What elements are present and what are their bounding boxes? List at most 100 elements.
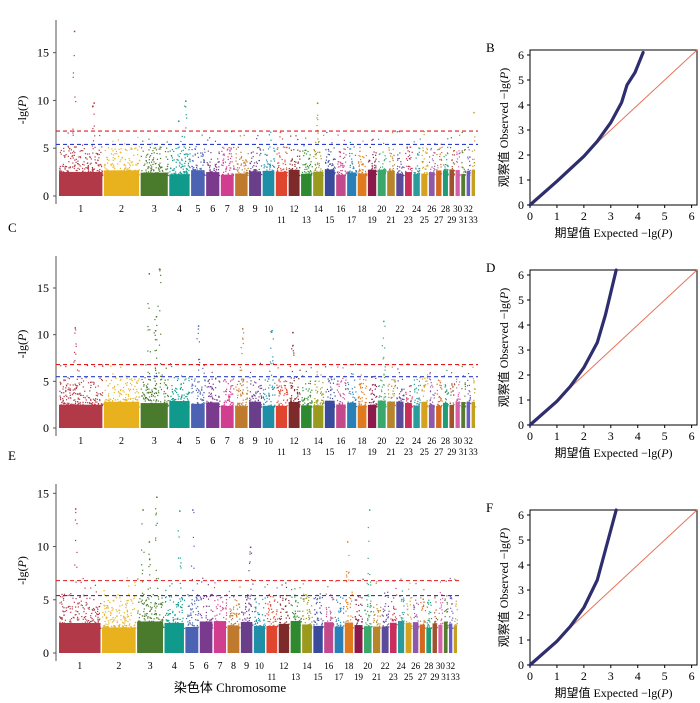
snp-point — [144, 163, 146, 165]
snp-point — [298, 406, 300, 408]
snp-point — [391, 379, 393, 381]
chr-label-11: 11 — [277, 215, 286, 225]
snp-point — [351, 401, 353, 404]
snp-point — [190, 627, 192, 630]
snp-point — [124, 399, 126, 401]
snp-point — [315, 167, 318, 169]
snp-point — [401, 167, 403, 169]
snp-point — [173, 399, 175, 401]
snp-point — [309, 165, 311, 167]
snp-point — [421, 390, 423, 392]
snp-point — [82, 150, 84, 152]
snp-point — [469, 403, 471, 405]
snp-point — [62, 163, 64, 165]
snp-point — [102, 364, 104, 366]
snp-point — [161, 169, 163, 172]
snp-point — [156, 624, 158, 626]
snp-point — [293, 379, 295, 382]
snp-point — [469, 169, 471, 172]
snp-point — [423, 386, 425, 388]
snp-point — [102, 627, 104, 630]
snp-point — [302, 405, 305, 407]
snp-point — [116, 620, 118, 622]
snp-point — [351, 391, 354, 393]
snp-point — [327, 161, 329, 163]
snp-point — [354, 379, 356, 381]
snp-point — [173, 626, 175, 628]
snp-point — [65, 366, 67, 368]
snp-point — [269, 370, 271, 372]
snp-point — [210, 152, 212, 154]
snp-point — [125, 393, 127, 395]
snp-point — [373, 151, 375, 153]
snp-point — [161, 626, 163, 628]
snp-point — [165, 614, 167, 616]
snp-point — [211, 171, 214, 173]
snp-point — [187, 614, 189, 616]
snp-point — [464, 148, 466, 151]
snp-point — [355, 398, 357, 401]
snp-point — [216, 627, 219, 629]
snp-point — [210, 392, 212, 394]
snp-point — [151, 402, 153, 404]
snp-point — [467, 172, 469, 174]
snp-point — [78, 393, 80, 395]
snp-point — [270, 347, 272, 349]
snp-point — [159, 153, 161, 155]
snp-point — [209, 165, 211, 167]
snp-point — [450, 406, 452, 408]
snp-point — [199, 393, 202, 395]
snp-point — [67, 625, 69, 627]
snp-point — [322, 174, 324, 177]
snp-point — [446, 369, 448, 372]
snp-point — [299, 405, 301, 407]
snp-point — [303, 155, 305, 157]
snp-point — [311, 401, 313, 403]
snp-point — [292, 350, 294, 352]
snp-point — [403, 395, 405, 397]
snp-point — [76, 616, 79, 618]
snp-point — [184, 404, 186, 406]
snp-point — [344, 174, 346, 177]
snp-point — [354, 406, 356, 408]
snp-point — [63, 402, 66, 404]
snp-point — [184, 165, 186, 167]
snp-point — [421, 173, 423, 175]
snp-point — [302, 390, 304, 392]
snp-point — [326, 405, 329, 407]
snp-point — [294, 163, 296, 166]
snp-point — [104, 608, 106, 610]
snp-point — [138, 601, 140, 603]
snp-point — [221, 174, 224, 176]
snp-point — [304, 152, 306, 154]
snp-point — [165, 596, 167, 598]
snp-point — [87, 622, 89, 624]
peak-point — [93, 102, 95, 104]
snp-point — [347, 403, 350, 405]
chr-block-10 — [262, 405, 275, 428]
snp-point — [228, 174, 231, 176]
snp-point — [126, 384, 128, 386]
snp-point — [289, 397, 291, 400]
snp-point — [63, 614, 65, 617]
snp-point — [364, 405, 366, 407]
snp-point — [277, 390, 280, 392]
snp-point — [355, 170, 358, 172]
snp-point — [393, 401, 395, 403]
snp-point — [150, 171, 152, 173]
snp-point — [169, 400, 171, 402]
snp-point — [459, 174, 461, 176]
snp-point — [278, 403, 280, 405]
snp-point — [398, 393, 401, 395]
snp-point — [419, 399, 421, 401]
snp-point — [210, 385, 212, 388]
chr-label-4: 4 — [177, 436, 182, 447]
snp-point — [103, 604, 105, 606]
snp-point — [94, 156, 96, 158]
snp-point — [204, 380, 206, 382]
snp-point — [124, 158, 126, 161]
snp-point — [73, 617, 75, 619]
snp-point — [176, 406, 178, 408]
snp-point — [125, 375, 127, 377]
snp-point — [253, 401, 255, 403]
